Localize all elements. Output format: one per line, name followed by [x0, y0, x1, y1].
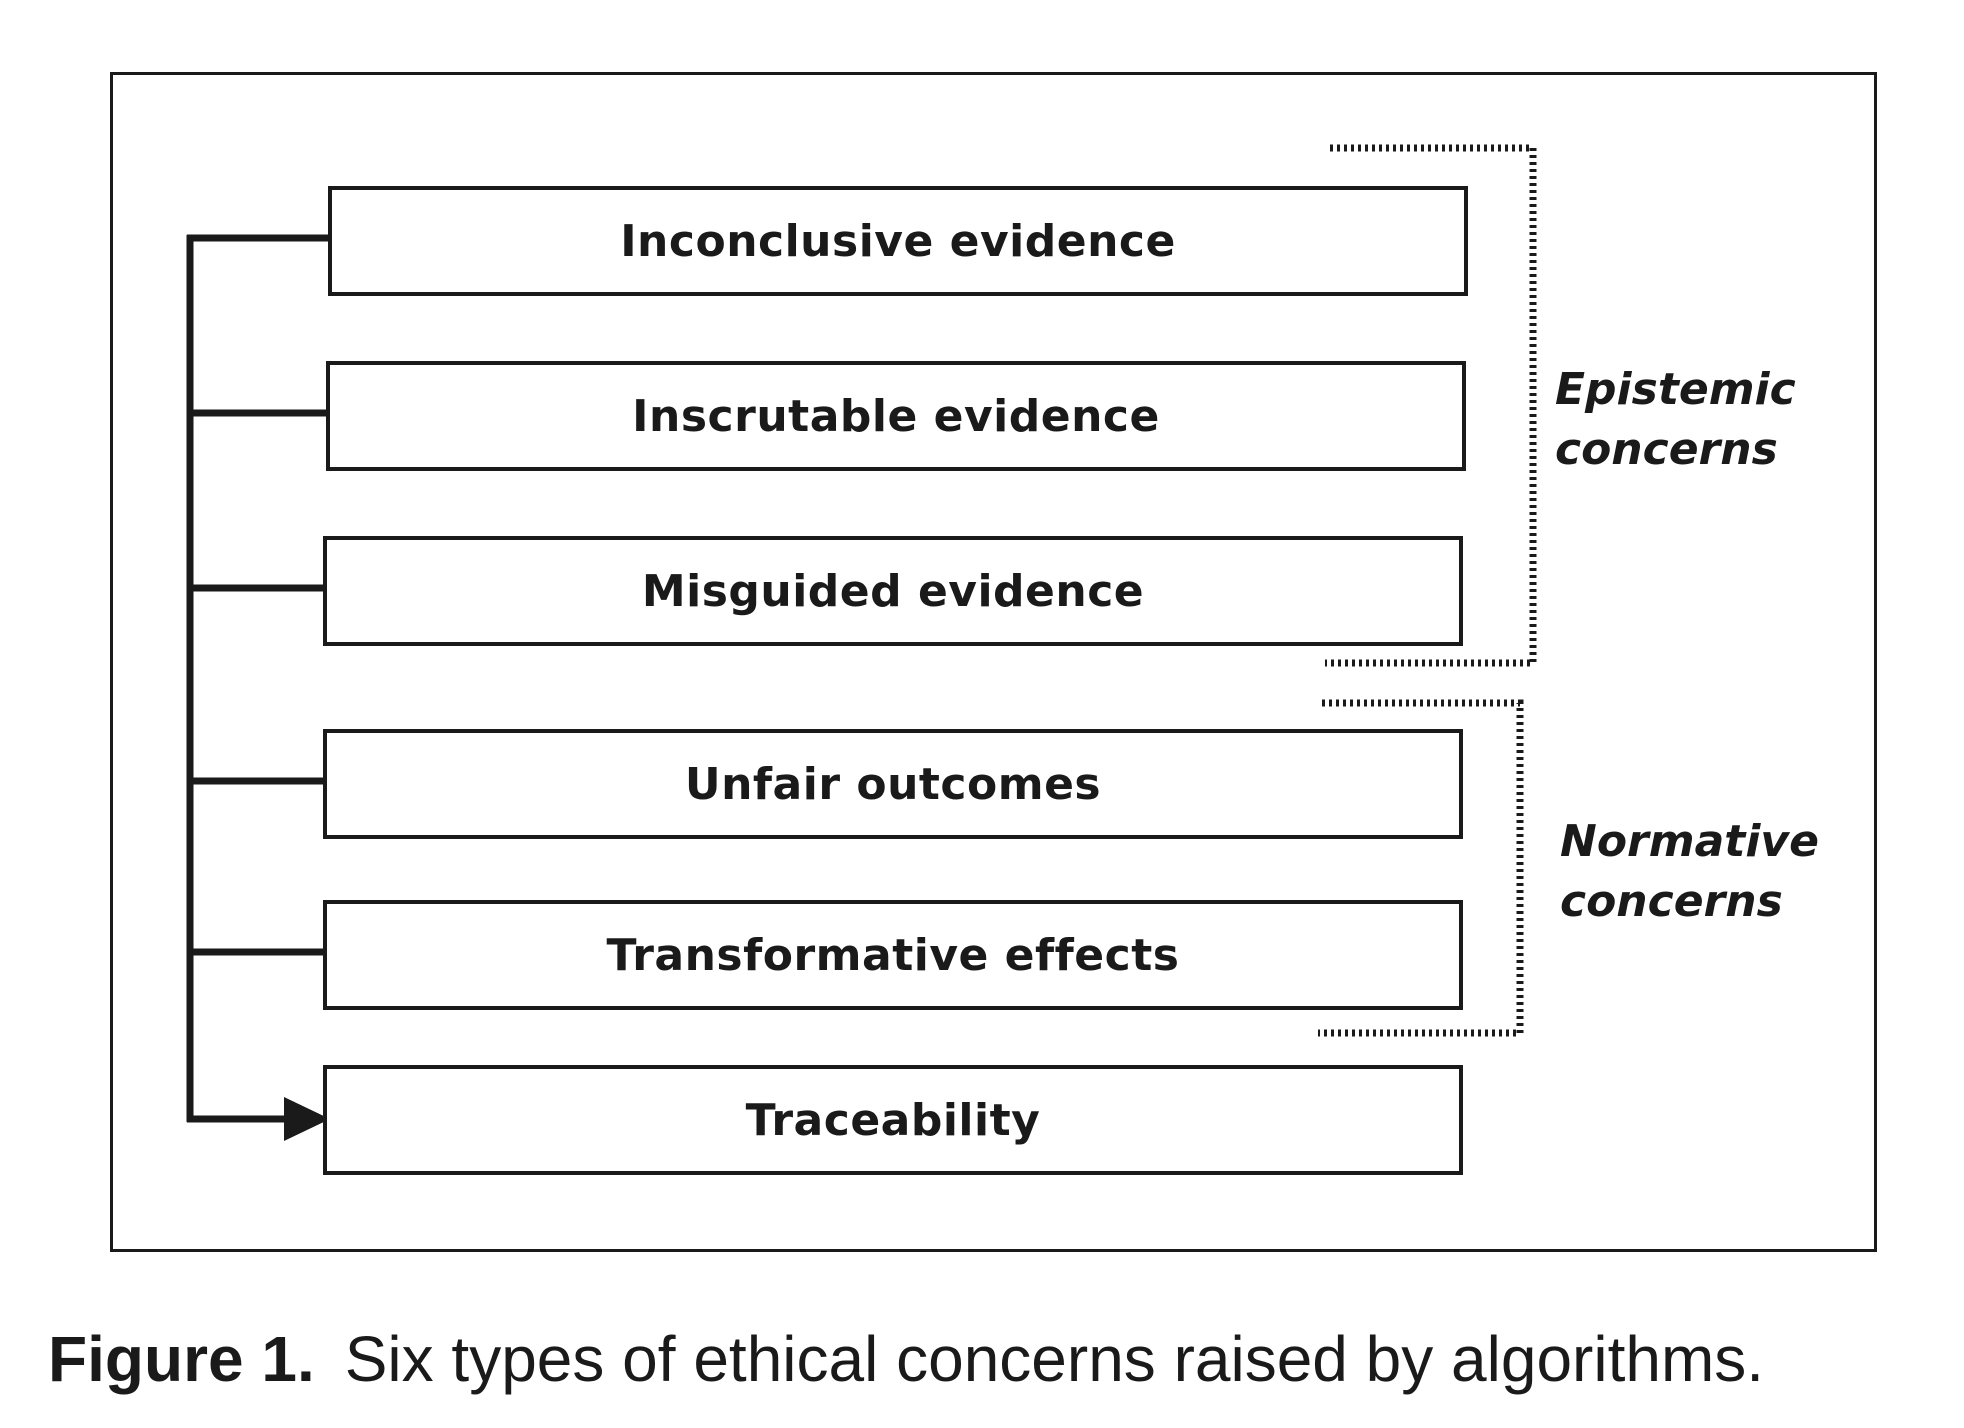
epistemic-bracket: [1325, 144, 1537, 667]
box-label: Inscrutable evidence: [632, 390, 1160, 442]
normative-line2: concerns: [1560, 876, 1783, 927]
box-traceability: Traceability: [323, 1065, 1463, 1175]
normative-concerns-label: Normative concerns: [1560, 812, 1819, 932]
box-unfair-outcomes: Unfair outcomes: [323, 729, 1463, 839]
box-label: Unfair outcomes: [684, 758, 1102, 810]
normative-bracket: [1318, 699, 1524, 1037]
normative-line1: Normative: [1560, 816, 1819, 867]
box-label: Traceability: [745, 1094, 1041, 1146]
box-label: Misguided evidence: [641, 565, 1145, 617]
arrowhead-icon: [284, 1097, 330, 1141]
figure-caption: Figure 1. Six types of ethical concerns r…: [48, 1322, 1764, 1396]
box-transformative-effects: Transformative effects: [323, 900, 1463, 1010]
box-misguided-evidence: Misguided evidence: [323, 536, 1463, 646]
figure-frame: [110, 72, 1877, 1252]
epistemic-line1: Epistemic: [1555, 364, 1796, 415]
box-inscrutable-evidence: Inscrutable evidence: [326, 361, 1466, 471]
box-label: Transformative effects: [606, 929, 1180, 981]
epistemic-line2: concerns: [1555, 424, 1778, 475]
box-inconclusive-evidence: Inconclusive evidence: [328, 186, 1468, 296]
caption-text: Six types of ethical concerns raised by …: [344, 1323, 1765, 1395]
caption-label: Figure 1.: [48, 1323, 315, 1395]
box-label: Inconclusive evidence: [620, 215, 1176, 267]
epistemic-concerns-label: Epistemic concerns: [1555, 360, 1796, 480]
